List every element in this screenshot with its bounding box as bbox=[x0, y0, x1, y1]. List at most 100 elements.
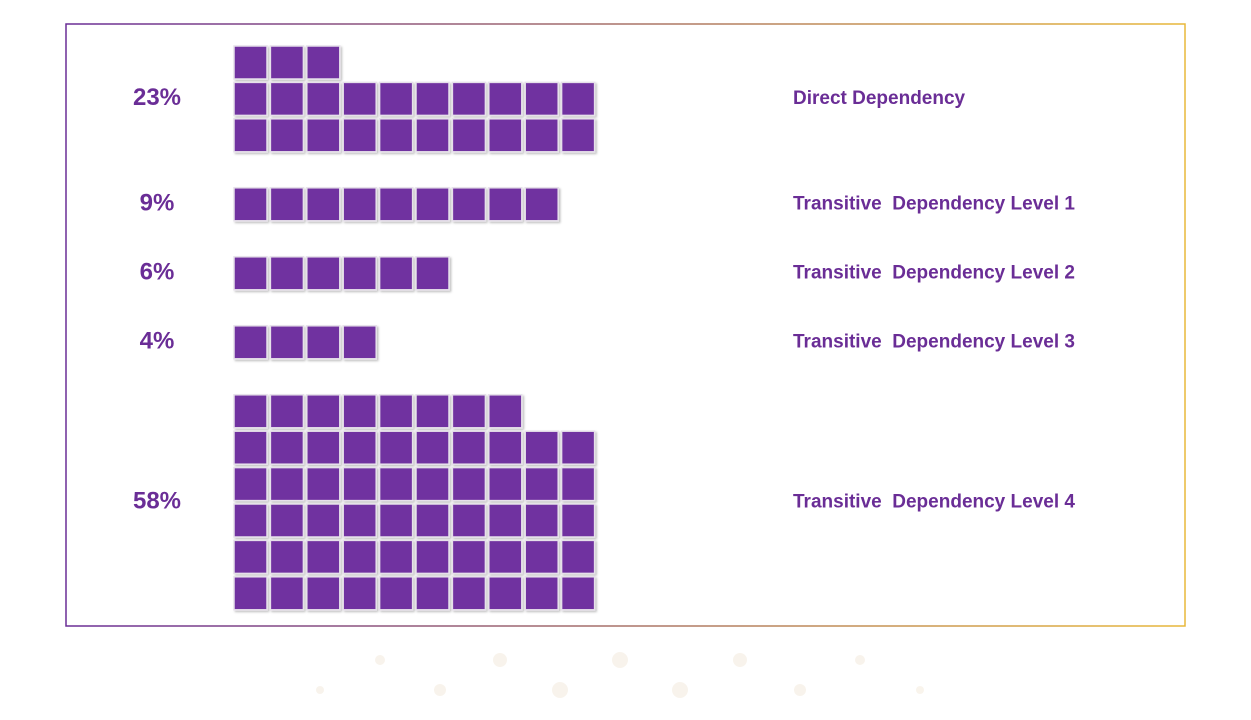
waffle-cell bbox=[233, 430, 268, 465]
waffle-cell bbox=[415, 503, 450, 538]
waffle-cell bbox=[378, 256, 414, 291]
category-label: Transitive Dependency Level 1 bbox=[793, 193, 1075, 214]
waffle-cell bbox=[269, 325, 305, 360]
waffle-cell bbox=[306, 503, 341, 538]
waffle-cell bbox=[524, 503, 559, 538]
waffle-cell bbox=[306, 394, 341, 429]
waffle-cell bbox=[415, 466, 450, 502]
background-dots bbox=[316, 652, 924, 698]
waffle-cell bbox=[451, 503, 487, 538]
waffle-cell bbox=[378, 187, 414, 222]
waffle-cell bbox=[342, 503, 377, 538]
category-label: Transitive Dependency Level 2 bbox=[793, 262, 1075, 283]
waffle-cell bbox=[451, 394, 487, 429]
waffle-cell bbox=[269, 256, 305, 291]
waffle-cell bbox=[451, 576, 487, 611]
waffle-cell bbox=[306, 576, 341, 611]
waffle-cell bbox=[233, 81, 268, 117]
waffle-cell bbox=[524, 539, 559, 575]
waffle-cell bbox=[306, 256, 341, 291]
waffle-cell bbox=[524, 430, 559, 465]
value-label: 9% bbox=[140, 190, 175, 217]
waffle-cell bbox=[488, 466, 523, 502]
waffle-cell bbox=[269, 539, 305, 575]
waffle-cell bbox=[451, 81, 487, 117]
waffle-cell bbox=[415, 430, 450, 465]
waffle-cell bbox=[488, 118, 523, 153]
waffle-cell bbox=[269, 394, 305, 429]
waffle-cell bbox=[524, 118, 559, 153]
waffle-cell bbox=[560, 118, 596, 153]
waffle-cell bbox=[415, 576, 450, 611]
waffle-cell bbox=[488, 81, 523, 117]
waffle-cell bbox=[560, 576, 596, 611]
waffle-cell bbox=[269, 503, 305, 538]
waffle-cell bbox=[306, 45, 341, 80]
waffle-cell bbox=[233, 45, 268, 80]
waffle-cell bbox=[269, 466, 305, 502]
waffle-cell bbox=[488, 576, 523, 611]
waffle-cell bbox=[233, 187, 268, 222]
waffle-cell bbox=[451, 118, 487, 153]
waffle-cell bbox=[233, 256, 268, 291]
value-label: 23% bbox=[133, 84, 181, 111]
waffle-cell bbox=[451, 539, 487, 575]
waffle-cell bbox=[560, 81, 596, 117]
waffle-cell bbox=[342, 325, 377, 360]
waffle-cell bbox=[488, 394, 523, 429]
waffle-cell bbox=[342, 256, 377, 291]
waffle-cell bbox=[269, 81, 305, 117]
waffle-cell bbox=[342, 187, 377, 222]
waffle-cell bbox=[233, 576, 268, 611]
waffle-cell bbox=[378, 466, 414, 502]
waffle-cell bbox=[342, 118, 377, 153]
waffle-cell bbox=[233, 466, 268, 502]
waffle-cell bbox=[560, 503, 596, 538]
waffle-cell bbox=[415, 81, 450, 117]
waffle-cell bbox=[378, 576, 414, 611]
waffle-cell bbox=[306, 539, 341, 575]
waffle-cell bbox=[524, 187, 559, 222]
waffle-cell bbox=[488, 503, 523, 538]
waffle-cell bbox=[233, 118, 268, 153]
waffle-cell bbox=[342, 539, 377, 575]
waffle-cell bbox=[378, 539, 414, 575]
category-label: Transitive Dependency Level 4 bbox=[793, 491, 1075, 512]
waffle-cell bbox=[342, 466, 377, 502]
waffle-cell bbox=[560, 539, 596, 575]
waffle-cell bbox=[269, 118, 305, 153]
waffle-cell bbox=[524, 576, 559, 611]
waffle-cell bbox=[269, 45, 305, 80]
waffle-cell bbox=[306, 325, 341, 360]
waffle-cell bbox=[269, 576, 305, 611]
waffle-cell bbox=[524, 81, 559, 117]
waffle-cell bbox=[451, 466, 487, 502]
waffle-cell bbox=[342, 430, 377, 465]
waffle-cell bbox=[269, 187, 305, 222]
plot: 23% Direct Dependency 9% Transitive Depende… bbox=[126, 45, 1127, 611]
waffle-cell bbox=[233, 503, 268, 538]
category-label: Direct Dependency bbox=[793, 88, 966, 109]
value-label: 6% bbox=[140, 259, 175, 286]
waffle-cell bbox=[415, 118, 450, 153]
waffle-cell bbox=[342, 81, 377, 117]
waffle-cell bbox=[306, 81, 341, 117]
value-label: 58% bbox=[133, 488, 181, 515]
category-label: Transitive Dependency Level 3 bbox=[793, 331, 1075, 352]
waffle-cell bbox=[306, 187, 341, 222]
waffle-cell bbox=[488, 430, 523, 465]
waffle-cell bbox=[415, 539, 450, 575]
waffle-cell bbox=[233, 394, 268, 429]
waffle-cell bbox=[415, 187, 450, 222]
waffle-cell bbox=[306, 466, 341, 502]
waffle-cell bbox=[378, 430, 414, 465]
waffle-cell bbox=[378, 503, 414, 538]
waffle-cell bbox=[451, 430, 487, 465]
waffle-cell bbox=[488, 187, 523, 222]
waffle-cell bbox=[342, 394, 377, 429]
waffle-cell bbox=[560, 466, 596, 502]
waffle-cell bbox=[451, 187, 487, 222]
waffle-cell bbox=[524, 466, 559, 502]
waffle-cell bbox=[306, 430, 341, 465]
